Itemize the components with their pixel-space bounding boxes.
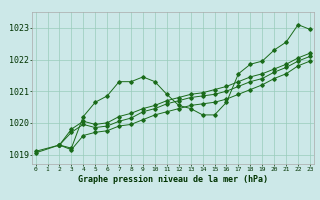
X-axis label: Graphe pression niveau de la mer (hPa): Graphe pression niveau de la mer (hPa) bbox=[78, 175, 268, 184]
